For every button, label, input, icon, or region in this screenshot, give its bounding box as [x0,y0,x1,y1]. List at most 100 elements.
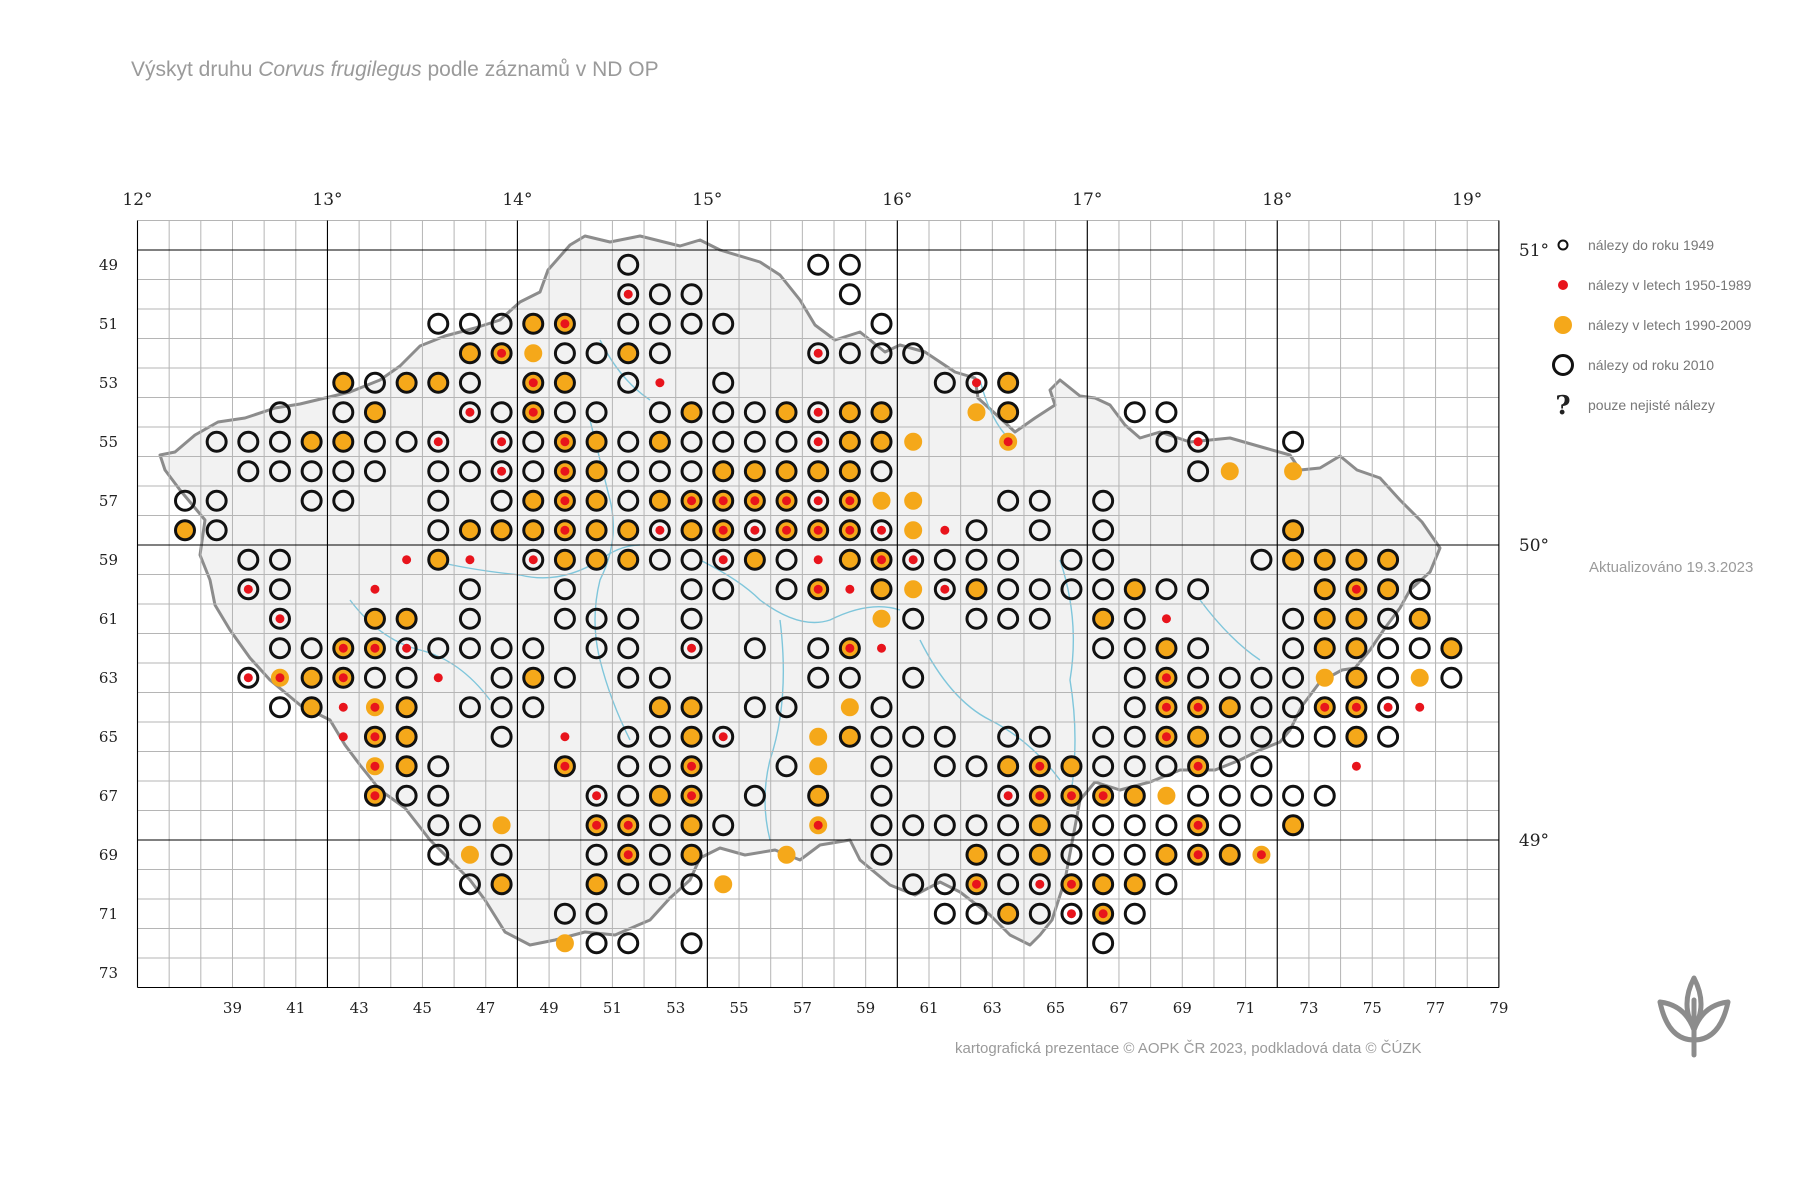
occurrence-since-2010 [1313,725,1336,748]
occurrence-since-2010 [807,253,830,276]
occurrence-marker [870,430,893,453]
occurrence-marker [1155,578,1178,601]
occurrence-since-2010 [617,430,640,453]
occurrence-since-2010 [1092,873,1115,896]
occurrence-since-2010 [933,902,956,925]
occurrence-since-2010 [712,401,735,424]
grid-col-label: 51 [603,999,622,1017]
occurrence-since-2010 [680,725,703,748]
occurrence-marker [395,637,418,660]
occurrence-since-2010 [870,460,893,483]
occurrence-marker [363,666,386,689]
occurrence-marker [1282,430,1305,453]
occurrence-marker [1155,430,1178,453]
occurrence-since-2010 [680,283,703,306]
occurrence-since-2010 [1408,637,1431,660]
occurrence-since-2010 [1187,637,1210,660]
occurrence-since-2010 [1155,637,1178,660]
occurrence-since-2010 [427,637,450,660]
occurrence-1950-1989 [592,791,602,801]
occurrence-marker [838,519,861,542]
occurrence-since-2010 [617,253,640,276]
occurrence-marker [648,873,671,896]
occurrence-since-2010 [617,843,640,866]
occurrence-marker [1345,548,1368,571]
occurrence-since-2010 [997,725,1020,748]
occurrence-since-2010 [522,696,545,719]
occurrence-since-2010 [395,725,418,748]
occurrence-since-2010 [680,932,703,955]
occurrence-since-2010 [490,725,513,748]
occurrence-marker [1282,548,1305,571]
occurrence-marker [680,578,703,601]
occurrence-marker [363,460,386,483]
occurrence-1990-2009 [460,845,479,864]
occurrence-1950-1989 [1193,702,1203,712]
occurrence-since-2010 [1123,578,1146,601]
occurrence-since-2010 [902,873,925,896]
grid-row-label: 67 [99,787,118,805]
occurrence-since-2010 [395,637,418,660]
occurrence-marker [268,607,291,630]
occurrence-marker [1123,607,1146,630]
occurrence-since-2010 [205,519,228,542]
occurrence-since-2010 [648,489,671,512]
occurrence-since-2010 [1282,666,1305,689]
occurrence-marker [902,725,925,748]
occurrence-since-2010 [522,489,545,512]
occurrence-marker [933,578,956,601]
occurrence-marker [680,784,703,807]
occurrence-marker [1218,843,1241,866]
occurrence-1990-2009 [428,550,448,570]
occurrence-since-2010 [1123,755,1146,778]
occurrence-1990-2009 [777,402,797,422]
occurrence-1950-1989 [687,761,697,771]
occurrence-marker [1155,637,1178,660]
occurrence-marker [1440,666,1463,689]
occurrence-since-2010 [585,401,608,424]
occurrence-marker [522,666,545,689]
occurrence-1950-1989 [718,732,728,742]
occurrence-since-2010 [838,253,861,276]
occurrence-marker [648,814,671,837]
occurrence-since-2010 [1060,902,1083,925]
occurrence-1990-2009 [904,580,923,599]
occurrence-since-2010 [1123,637,1146,660]
occurrence-marker [268,578,291,601]
occurrence-since-2010 [1218,755,1241,778]
occurrence-1990-2009 [745,461,765,481]
occurrence-marker [585,902,608,925]
occurrence-since-2010 [680,755,703,778]
occurrence-since-2010 [363,401,386,424]
occurrence-marker [1218,814,1241,837]
occurrence-1990-2009 [682,727,702,747]
occurrence-1990-2009 [555,550,575,570]
occurrence-1990-2009 [840,727,860,747]
occurrence-since-2010 [1377,578,1400,601]
occurrence-marker [1220,462,1239,481]
occurrence-marker [933,548,956,571]
occurrence-since-2010 [427,843,450,866]
occurrence-since-2010 [807,637,830,660]
occurrence-marker [490,725,513,748]
occurrence-since-2010 [648,460,671,483]
occurrence-marker [775,460,798,483]
occurrence-marker [585,814,608,837]
occurrence-1990-2009 [998,904,1018,924]
occurrence-marker [1092,902,1115,925]
occurrence-marker [395,725,418,748]
occurrence-since-2010 [997,755,1020,778]
occurrence-marker [395,607,418,630]
occurrence-marker [1092,548,1115,571]
legend-label-red-dot: nálezy v letech 1950-1989 [1588,277,1752,293]
grid-col-label: 79 [1489,999,1508,1017]
occurrence-marker [997,725,1020,748]
legend: ? nálezy do roku 1949 nálezy v letech 19… [1552,237,1752,421]
occurrence-1990-2009 [650,432,670,452]
occurrence-since-2010 [617,460,640,483]
occurrence-since-2010 [300,637,323,660]
occurrence-marker [427,814,450,837]
occurrence-marker [845,584,855,594]
occurrence-marker [490,460,513,483]
grid-col-label: 53 [666,999,685,1017]
